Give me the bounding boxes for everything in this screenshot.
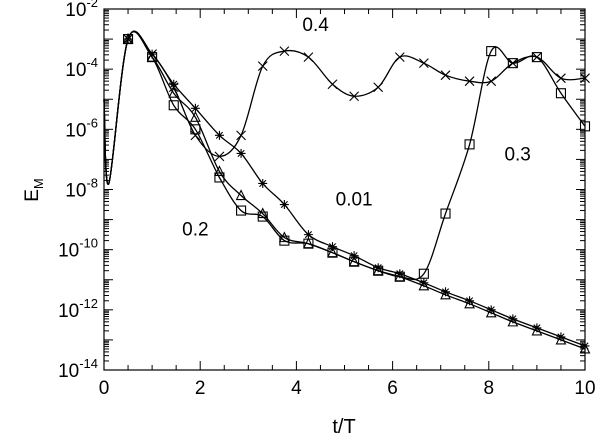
svg-text:EM: EM xyxy=(22,178,46,202)
x-tick-label: 0 xyxy=(99,378,110,399)
x-tick-label: 2 xyxy=(195,378,206,399)
asterisk-marker xyxy=(123,34,133,44)
asterisk-marker xyxy=(147,49,157,59)
y-tick-label: 10-8 xyxy=(65,176,98,202)
triangle-marker xyxy=(348,255,360,267)
triangle-marker xyxy=(327,246,338,258)
asterisk-marker xyxy=(441,287,451,297)
x-marker xyxy=(327,79,338,90)
y-tick-label: 10-4 xyxy=(65,55,98,81)
x-marker xyxy=(394,52,405,63)
triangle-marker xyxy=(235,189,247,201)
curve-annotation: 0.4 xyxy=(302,15,329,36)
x-marker xyxy=(279,46,290,57)
x-marker xyxy=(580,73,590,84)
asterisk-marker xyxy=(190,103,200,113)
asterisk-marker xyxy=(373,263,383,273)
triangle-marker xyxy=(214,165,225,176)
triangle-marker xyxy=(278,231,290,243)
y-tick-label: 10-12 xyxy=(58,296,98,322)
asterisk-marker xyxy=(327,242,337,252)
square-marker xyxy=(579,121,591,132)
tick-labels: 0 2 4 6 8 10 10-14 10-12 10-10 10-8 10-6 10-4 10-2 xyxy=(58,0,596,399)
axis-ticks xyxy=(103,8,586,371)
square-marker xyxy=(214,172,225,183)
y-tick-label: 10-2 xyxy=(65,0,98,21)
square-marker xyxy=(507,58,518,69)
x-marker xyxy=(373,82,384,93)
x-axis-label: t/T xyxy=(332,416,355,438)
x-marker xyxy=(349,91,360,102)
asterisk-marker xyxy=(349,251,359,261)
triangle-marker xyxy=(190,111,201,122)
x-marker xyxy=(236,130,246,141)
asterisk-marker xyxy=(279,200,289,210)
square-marker xyxy=(190,124,201,135)
y-tick-label: 10-6 xyxy=(65,115,98,141)
square-marker xyxy=(555,88,567,99)
asterisk-marker xyxy=(419,278,429,288)
triangle-marker xyxy=(303,237,314,249)
square-marker xyxy=(464,139,475,150)
x-marker xyxy=(303,52,314,63)
annotations: 0.4 0.3 0.01 0.2 xyxy=(182,15,531,241)
square-marker xyxy=(168,100,179,111)
curve-annotation: 0.01 xyxy=(336,190,373,211)
y-tick-label: 10-10 xyxy=(58,236,98,262)
series-markers xyxy=(122,32,591,354)
curve-annotation: 0.2 xyxy=(182,220,208,241)
x-marker xyxy=(532,52,542,63)
asterisk-marker xyxy=(169,79,179,89)
x-marker xyxy=(214,151,225,162)
x-marker xyxy=(486,76,497,87)
asterisk-marker xyxy=(303,230,313,240)
asterisk-marker xyxy=(580,341,590,351)
triangle-marker xyxy=(168,87,180,98)
x-marker xyxy=(257,61,268,72)
x-tick-label: 10 xyxy=(574,378,595,399)
asterisk-marker xyxy=(508,314,518,324)
y-axis-label: EM xyxy=(22,178,46,202)
x-tick-label: 4 xyxy=(291,378,302,399)
curve-annotation: 0.3 xyxy=(504,144,530,165)
x-marker xyxy=(418,58,429,69)
asterisk-marker xyxy=(236,148,246,158)
asterisk-marker xyxy=(465,296,475,306)
y-axis-label-sub: M xyxy=(31,178,46,189)
y-tick-label: 10-14 xyxy=(58,356,98,382)
x-marker xyxy=(190,130,201,141)
x-marker xyxy=(556,73,566,84)
y-axis-label-base: E xyxy=(22,189,43,202)
asterisk-marker xyxy=(556,332,566,342)
square-marker xyxy=(531,52,542,63)
x-marker xyxy=(464,76,475,87)
square-marker xyxy=(418,268,429,279)
asterisk-marker xyxy=(532,323,542,333)
x-marker xyxy=(507,58,518,69)
x-tick-label: 6 xyxy=(387,378,398,399)
x-tick-label: 8 xyxy=(484,378,495,399)
asterisk-marker xyxy=(486,305,496,315)
triangle-marker xyxy=(257,207,269,219)
square-marker xyxy=(440,208,451,219)
asterisk-marker xyxy=(258,178,268,188)
asterisk-marker xyxy=(395,269,405,279)
square-marker xyxy=(486,46,497,57)
square-marker xyxy=(236,205,247,216)
x-marker xyxy=(440,70,451,81)
asterisk-marker xyxy=(214,130,224,140)
